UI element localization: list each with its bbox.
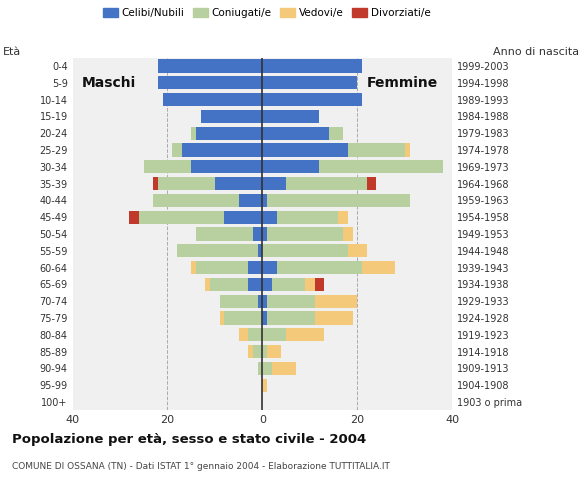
Bar xyxy=(248,345,253,358)
Bar xyxy=(263,312,267,324)
Bar xyxy=(263,244,348,257)
Bar xyxy=(224,312,263,324)
Bar xyxy=(172,144,182,156)
Bar xyxy=(263,261,277,274)
Bar xyxy=(220,295,258,308)
Bar xyxy=(329,127,343,140)
Bar xyxy=(267,228,343,240)
Bar xyxy=(253,345,263,358)
Bar xyxy=(201,110,263,123)
Bar xyxy=(343,228,353,240)
Bar xyxy=(158,76,263,89)
Bar xyxy=(258,295,263,308)
Bar xyxy=(263,144,348,156)
Bar xyxy=(158,177,215,190)
Bar xyxy=(339,211,348,224)
Bar xyxy=(196,127,263,140)
Bar xyxy=(286,328,324,341)
Bar xyxy=(263,379,267,392)
Bar xyxy=(205,278,210,291)
Bar xyxy=(239,194,263,207)
Bar xyxy=(224,211,263,224)
Bar xyxy=(405,144,409,156)
Bar xyxy=(263,76,357,89)
Bar xyxy=(315,278,324,291)
Bar xyxy=(220,312,224,324)
Text: Maschi: Maschi xyxy=(82,76,136,90)
Bar xyxy=(191,261,196,274)
Bar xyxy=(367,177,376,190)
Bar xyxy=(263,211,277,224)
Bar xyxy=(253,228,263,240)
Bar xyxy=(163,93,263,106)
Bar xyxy=(258,244,263,257)
Bar xyxy=(248,328,263,341)
Bar xyxy=(263,60,362,72)
Bar xyxy=(286,177,367,190)
Bar xyxy=(258,362,263,375)
Bar xyxy=(239,328,248,341)
Bar xyxy=(129,211,139,224)
Bar xyxy=(267,312,315,324)
Bar xyxy=(263,177,286,190)
Bar xyxy=(320,160,443,173)
Bar xyxy=(263,110,320,123)
Bar xyxy=(139,211,224,224)
Bar xyxy=(263,345,267,358)
Bar xyxy=(177,244,258,257)
Bar xyxy=(210,278,248,291)
Bar xyxy=(196,228,253,240)
Bar xyxy=(153,177,158,190)
Bar xyxy=(263,160,320,173)
Text: Popolazione per età, sesso e stato civile - 2004: Popolazione per età, sesso e stato civil… xyxy=(12,433,366,446)
Bar xyxy=(263,228,267,240)
Bar xyxy=(267,345,281,358)
Bar xyxy=(267,295,315,308)
Bar xyxy=(158,60,263,72)
Bar xyxy=(348,144,405,156)
Bar xyxy=(182,144,263,156)
Bar xyxy=(263,362,272,375)
Text: Femmine: Femmine xyxy=(367,76,438,90)
Bar xyxy=(144,160,191,173)
Bar xyxy=(248,278,263,291)
Bar xyxy=(263,194,267,207)
Bar xyxy=(263,295,267,308)
Bar xyxy=(153,194,239,207)
Bar xyxy=(215,177,263,190)
Bar xyxy=(191,160,263,173)
Bar xyxy=(348,244,367,257)
Bar xyxy=(263,93,362,106)
Bar xyxy=(263,127,329,140)
Bar xyxy=(362,261,396,274)
Bar xyxy=(315,312,353,324)
Bar xyxy=(277,211,339,224)
Text: Anno di nascita: Anno di nascita xyxy=(493,47,579,57)
Bar xyxy=(277,261,362,274)
Bar xyxy=(267,194,409,207)
Bar xyxy=(263,328,286,341)
Bar xyxy=(315,295,357,308)
Bar xyxy=(191,127,196,140)
Bar xyxy=(272,278,305,291)
Bar xyxy=(305,278,315,291)
Legend: Celibi/Nubili, Coniugati/e, Vedovi/e, Divorziati/e: Celibi/Nubili, Coniugati/e, Vedovi/e, Di… xyxy=(101,6,433,20)
Bar xyxy=(196,261,248,274)
Bar xyxy=(263,278,272,291)
Text: COMUNE DI OSSANA (TN) - Dati ISTAT 1° gennaio 2004 - Elaborazione TUTTITALIA.IT: COMUNE DI OSSANA (TN) - Dati ISTAT 1° ge… xyxy=(12,462,390,471)
Text: Età: Età xyxy=(3,47,21,57)
Bar xyxy=(248,261,263,274)
Bar xyxy=(272,362,296,375)
